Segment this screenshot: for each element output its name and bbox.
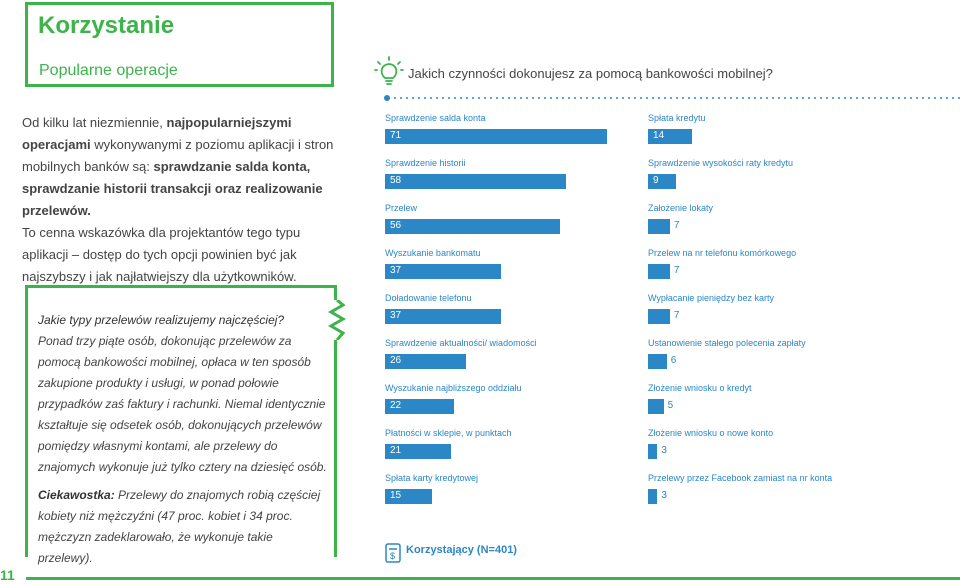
- chart-legend: Korzystający (N=401): [406, 544, 517, 556]
- bar-value-label: 7: [673, 220, 680, 231]
- bar-label: Sprawdzenie wysokości raty kredytu: [648, 158, 794, 168]
- bar-value-label: 9: [653, 175, 659, 186]
- bar: [385, 354, 467, 369]
- bar: [648, 264, 670, 279]
- fun-fact-body: Przelewy do znajomych robią częściej kob…: [38, 488, 321, 565]
- bar-value-label: 37: [390, 265, 402, 276]
- wallet-icon: $: [385, 543, 401, 563]
- bar-label: Sprawdzenie aktualności/ wiadomości: [385, 338, 537, 348]
- callout-body: Ponad trzy piąte osób, dokonując przelew…: [38, 334, 327, 474]
- intro-paragraph-2: To cenna wskazówka dla projektantów tego…: [22, 225, 301, 284]
- bar-label: Wyszukanie najbliższego oddziału: [385, 383, 522, 393]
- bar-value-label: 58: [390, 175, 402, 186]
- zigzag-decoration: [327, 300, 347, 340]
- bar: [385, 219, 561, 234]
- bar-value-label: 6: [670, 355, 677, 366]
- bar: [385, 309, 501, 324]
- bar-value-label: 37: [390, 310, 402, 321]
- bar-value-label: 56: [390, 220, 402, 231]
- chart-question: Jakich czynności dokonujesz za pomocą ba…: [408, 66, 773, 81]
- bar-value-label: 5: [667, 400, 674, 411]
- bar-value-label: 14: [653, 130, 665, 141]
- intro-text: Od kilku lat niezmiennie, najpopularniej…: [22, 112, 347, 288]
- bar-value-label: 3: [661, 445, 667, 456]
- bar-label: Spłata kredytu: [648, 113, 706, 123]
- bar: [648, 399, 664, 414]
- bar-label: Płatności w sklepie, w punktach: [385, 428, 512, 438]
- callout-frame: [25, 285, 337, 557]
- bar-value-label: 7: [673, 265, 680, 276]
- dotted-separator: [384, 95, 960, 101]
- bar-value-label: 7: [673, 310, 680, 321]
- bar: [648, 354, 667, 369]
- section-subtitle: Popularne operacje: [39, 62, 178, 79]
- bar-value-label: 15: [390, 490, 402, 501]
- bar: [385, 444, 451, 459]
- bar-value-label: 22: [390, 400, 402, 411]
- svg-text:$: $: [390, 551, 395, 561]
- page-title: Korzystanie: [38, 12, 175, 39]
- lightbulb-icon: [374, 56, 404, 85]
- bar-label: Doładowanie telefonu: [385, 293, 472, 303]
- bar-label: Spłata karty kredytowej: [385, 473, 479, 483]
- callout-text: Jakie typy przelewów realizujemy najczęś…: [38, 310, 328, 478]
- bar: [385, 174, 567, 189]
- fun-fact-label: Ciekawostka:: [38, 488, 115, 502]
- bar-value-label: 21: [390, 445, 402, 456]
- bar-label: Wypłacanie pieniędzy bez karty: [648, 293, 774, 303]
- bar: [648, 219, 670, 234]
- bar-value-label: 26: [390, 355, 402, 366]
- fun-fact: Ciekawostka: Przelewy do znajomych robią…: [38, 485, 328, 569]
- bar: [385, 264, 501, 279]
- bar-label: Sprawdzenie historii: [385, 158, 466, 168]
- intro-paragraph-1: Od kilku lat niezmiennie, najpopularniej…: [22, 115, 334, 218]
- bar: [648, 489, 658, 504]
- bar: [648, 174, 677, 189]
- bar-label: Przelewy przez Facebook zamiast na nr ko…: [648, 473, 833, 483]
- bar: [385, 129, 607, 144]
- bar-value-label: 3: [661, 490, 667, 501]
- bar-value-label: 71: [390, 130, 402, 141]
- bar: [648, 129, 692, 144]
- callout-question: Jakie typy przelewów realizujemy najczęś…: [38, 313, 285, 327]
- bar: [385, 489, 432, 504]
- bar: [648, 309, 670, 324]
- page-number: 11: [0, 567, 15, 583]
- header-frame: [25, 2, 334, 87]
- bar-label: Założenie lokaty: [648, 203, 714, 213]
- bar-label: Sprawdzenie salda konta: [385, 113, 486, 123]
- bar: [648, 444, 658, 459]
- bar-label: Wyszukanie bankomatu: [385, 248, 481, 258]
- bar-label: Przelew na nr telefonu komórkowego: [648, 248, 797, 258]
- bottom-rule: [26, 577, 960, 580]
- bar: [385, 399, 454, 414]
- bar-label: Przelew: [385, 203, 418, 213]
- bar-label: Złożenie wniosku o kredyt: [648, 383, 752, 393]
- bar-label: Ustanowienie stałego polecenia zapłaty: [648, 338, 806, 348]
- bar-label: Złożenie wniosku o nowe konto: [648, 428, 774, 438]
